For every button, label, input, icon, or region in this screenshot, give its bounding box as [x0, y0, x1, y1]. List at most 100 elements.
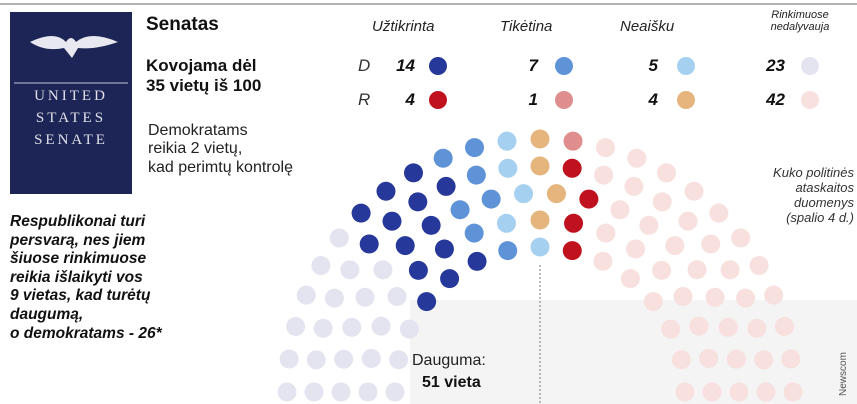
seat	[610, 200, 629, 219]
seat	[652, 261, 671, 280]
seat	[596, 138, 615, 157]
seat	[383, 212, 402, 231]
column-header: Rinkimuose nedalyvauja	[745, 10, 855, 33]
legend-dot	[429, 57, 447, 75]
seat	[305, 383, 324, 402]
seat	[547, 184, 566, 203]
seat	[594, 166, 613, 185]
seat	[409, 261, 428, 280]
seat	[754, 350, 773, 369]
seat	[440, 269, 459, 288]
seat	[467, 166, 486, 185]
seat	[653, 192, 672, 211]
seat	[355, 288, 374, 307]
seat	[408, 192, 427, 211]
seat	[731, 228, 750, 247]
seat	[417, 292, 436, 311]
value-label: 5	[628, 56, 658, 76]
seat	[531, 211, 550, 230]
seat	[624, 177, 643, 196]
seat	[373, 260, 392, 279]
seat	[781, 349, 800, 368]
column-header: Neaišku	[620, 18, 674, 35]
seat	[699, 349, 718, 368]
seat	[280, 349, 299, 368]
legend-dot	[555, 91, 573, 109]
seat	[497, 214, 516, 233]
seat	[311, 256, 330, 275]
annotation: Respublikonai turi persvarą, nes jiem ši…	[10, 213, 162, 343]
seat	[727, 350, 746, 369]
seat	[672, 350, 691, 369]
seat	[703, 383, 722, 402]
seat	[531, 238, 550, 257]
legend-dot	[677, 57, 695, 75]
credit: Newscom	[838, 352, 850, 396]
seat	[593, 252, 612, 271]
seat	[747, 319, 766, 338]
seat	[498, 241, 517, 260]
seat	[376, 182, 395, 201]
seat	[706, 288, 725, 307]
seat	[332, 383, 351, 402]
seat	[689, 317, 708, 336]
seat	[435, 239, 454, 258]
seat	[342, 318, 361, 337]
seat	[360, 235, 379, 254]
seat	[340, 260, 359, 279]
seat	[688, 260, 707, 279]
seat	[307, 350, 326, 369]
seat	[497, 132, 516, 151]
legend-dot	[555, 57, 573, 75]
legend-dot	[801, 91, 819, 109]
seat	[451, 200, 470, 219]
seat	[685, 182, 704, 201]
seat	[387, 287, 406, 306]
seat	[564, 132, 583, 151]
seat	[396, 236, 415, 255]
seat	[465, 224, 484, 243]
seat	[676, 383, 695, 402]
value-label: 7	[508, 56, 538, 76]
annotation: Kuko politinės ataskaitos duomenys (spal…	[712, 166, 854, 226]
seat	[657, 163, 676, 182]
seat	[468, 252, 487, 271]
seat	[362, 349, 381, 368]
seat	[389, 350, 408, 369]
value-label: 42	[755, 90, 785, 110]
seat	[386, 383, 405, 402]
annotation: Demokratams reikia 2 vietų, kad perimtų …	[148, 122, 293, 177]
seat	[678, 212, 697, 231]
seat	[404, 163, 423, 182]
seat	[437, 177, 456, 196]
column-header: Tikėtina	[500, 18, 552, 35]
seat	[434, 149, 453, 168]
value-label: 4	[385, 90, 415, 110]
subtitle: Kovojama dėl 35 vietų iš 100	[146, 56, 261, 95]
seat	[626, 239, 645, 258]
row-label: D	[358, 56, 370, 76]
seat	[736, 289, 755, 308]
seat	[563, 159, 582, 178]
seat	[372, 317, 391, 336]
seat	[719, 318, 738, 337]
seat	[400, 320, 419, 339]
seat	[564, 214, 583, 233]
seat	[563, 241, 582, 260]
logo-text: UNITED STATES SENATE	[12, 86, 130, 151]
seat	[596, 224, 615, 243]
seat	[482, 190, 501, 209]
majority-label: Dauguma:	[412, 352, 486, 370]
seat	[750, 256, 769, 275]
seat	[627, 149, 646, 168]
seat	[286, 317, 305, 336]
seat	[334, 350, 353, 369]
seat	[498, 159, 517, 178]
majority-value: 51 vieta	[422, 374, 481, 392]
column-header: Užtikrinta	[372, 18, 435, 35]
value-label: 4	[628, 90, 658, 110]
seat	[661, 320, 680, 339]
seat	[531, 157, 550, 176]
seat	[579, 190, 598, 209]
seat	[784, 383, 803, 402]
